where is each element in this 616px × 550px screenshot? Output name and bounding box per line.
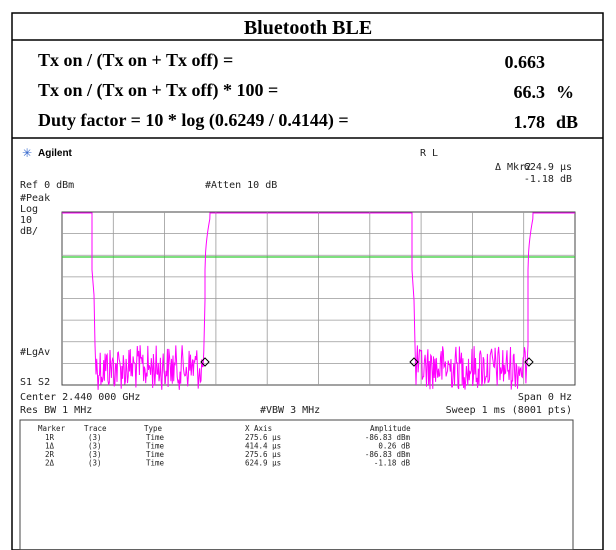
atten: #Atten 10 dB [205, 180, 277, 191]
agilent-icon: ✳ [22, 146, 32, 160]
span: Span 0 Hz [518, 392, 572, 403]
marker-readout: Δ Mkr2 [495, 162, 531, 173]
cell: Time [146, 450, 165, 459]
column-header: Amplitude [370, 424, 411, 433]
cell: Time [146, 442, 165, 451]
trace [62, 212, 575, 390]
outer-border [11, 12, 604, 550]
vbw: #VBW 3 MHz [260, 405, 320, 416]
cell: 414.4 µs [245, 442, 281, 451]
cell: -1.18 dB [374, 459, 411, 468]
scale-label: Log [20, 204, 38, 215]
marker-diamond [524, 357, 534, 367]
marker-diamond [200, 357, 210, 367]
header-rows: Tx on / (Tx on + Tx off) = 0.663 Tx on / (… [38, 50, 578, 132]
cell: 0.26 dB [378, 442, 410, 451]
result: 0.663 [505, 52, 546, 72]
cell: (3) [88, 433, 102, 442]
scale-label: 10 [20, 215, 32, 226]
marker-x: 624.9 µs [524, 162, 572, 173]
column-header: Trace [84, 424, 107, 433]
unit: dB [556, 112, 578, 132]
header-table [11, 12, 604, 550]
cell: -86.83 dBm [365, 433, 411, 442]
mode: R L [420, 148, 438, 159]
cell: 275.6 µs [245, 433, 281, 442]
s1s2: S1 S2 [20, 377, 50, 388]
column-header: Marker [38, 424, 66, 433]
cell: 275.6 µs [245, 450, 281, 459]
column-header: X Axis [245, 424, 272, 433]
cell: -86.83 dBm [365, 450, 411, 459]
formula: Tx on / (Tx on + Tx off) = [38, 50, 233, 71]
cell: 624.9 µs [245, 459, 281, 468]
cell: 1Δ [45, 442, 55, 451]
formula: Duty factor = 10 * log (0.6249 / 0.4144)… [38, 110, 349, 131]
ref-level: Ref 0 dBm [20, 180, 74, 191]
cell: 2R [45, 450, 55, 459]
cell: (3) [88, 450, 102, 459]
result: 66.3 [514, 82, 546, 102]
unit: % [556, 82, 574, 102]
cell: (3) [88, 459, 102, 468]
marker-table-box [19, 419, 574, 550]
lgav: #LgAv [20, 347, 50, 358]
center: Center 2.440 000 GHz [20, 392, 140, 403]
cell: Time [146, 459, 165, 468]
analyzer: ✳ Agilent R L Δ Mkr2 624.9 µs -1.18 dB R… [19, 146, 576, 550]
cell: Time [146, 433, 165, 442]
marker-diamond [409, 357, 419, 367]
cell: 2Δ [45, 459, 55, 468]
scale-label: #Peak [20, 193, 50, 204]
column-header: Type [144, 424, 163, 433]
formula: Tx on / (Tx on + Tx off) * 100 = [38, 80, 278, 101]
cell: (3) [88, 442, 102, 451]
sweep: Sweep 1 ms (8001 pts) [446, 405, 572, 416]
cell: 1R [45, 433, 55, 442]
brand: Agilent [38, 148, 73, 159]
scale-label: dB/ [20, 226, 38, 237]
marker-y: -1.18 dB [524, 174, 572, 185]
title: Bluetooth BLE [244, 17, 372, 39]
res-bw: Res BW 1 MHz [20, 405, 92, 416]
result: 1.78 [514, 112, 546, 132]
